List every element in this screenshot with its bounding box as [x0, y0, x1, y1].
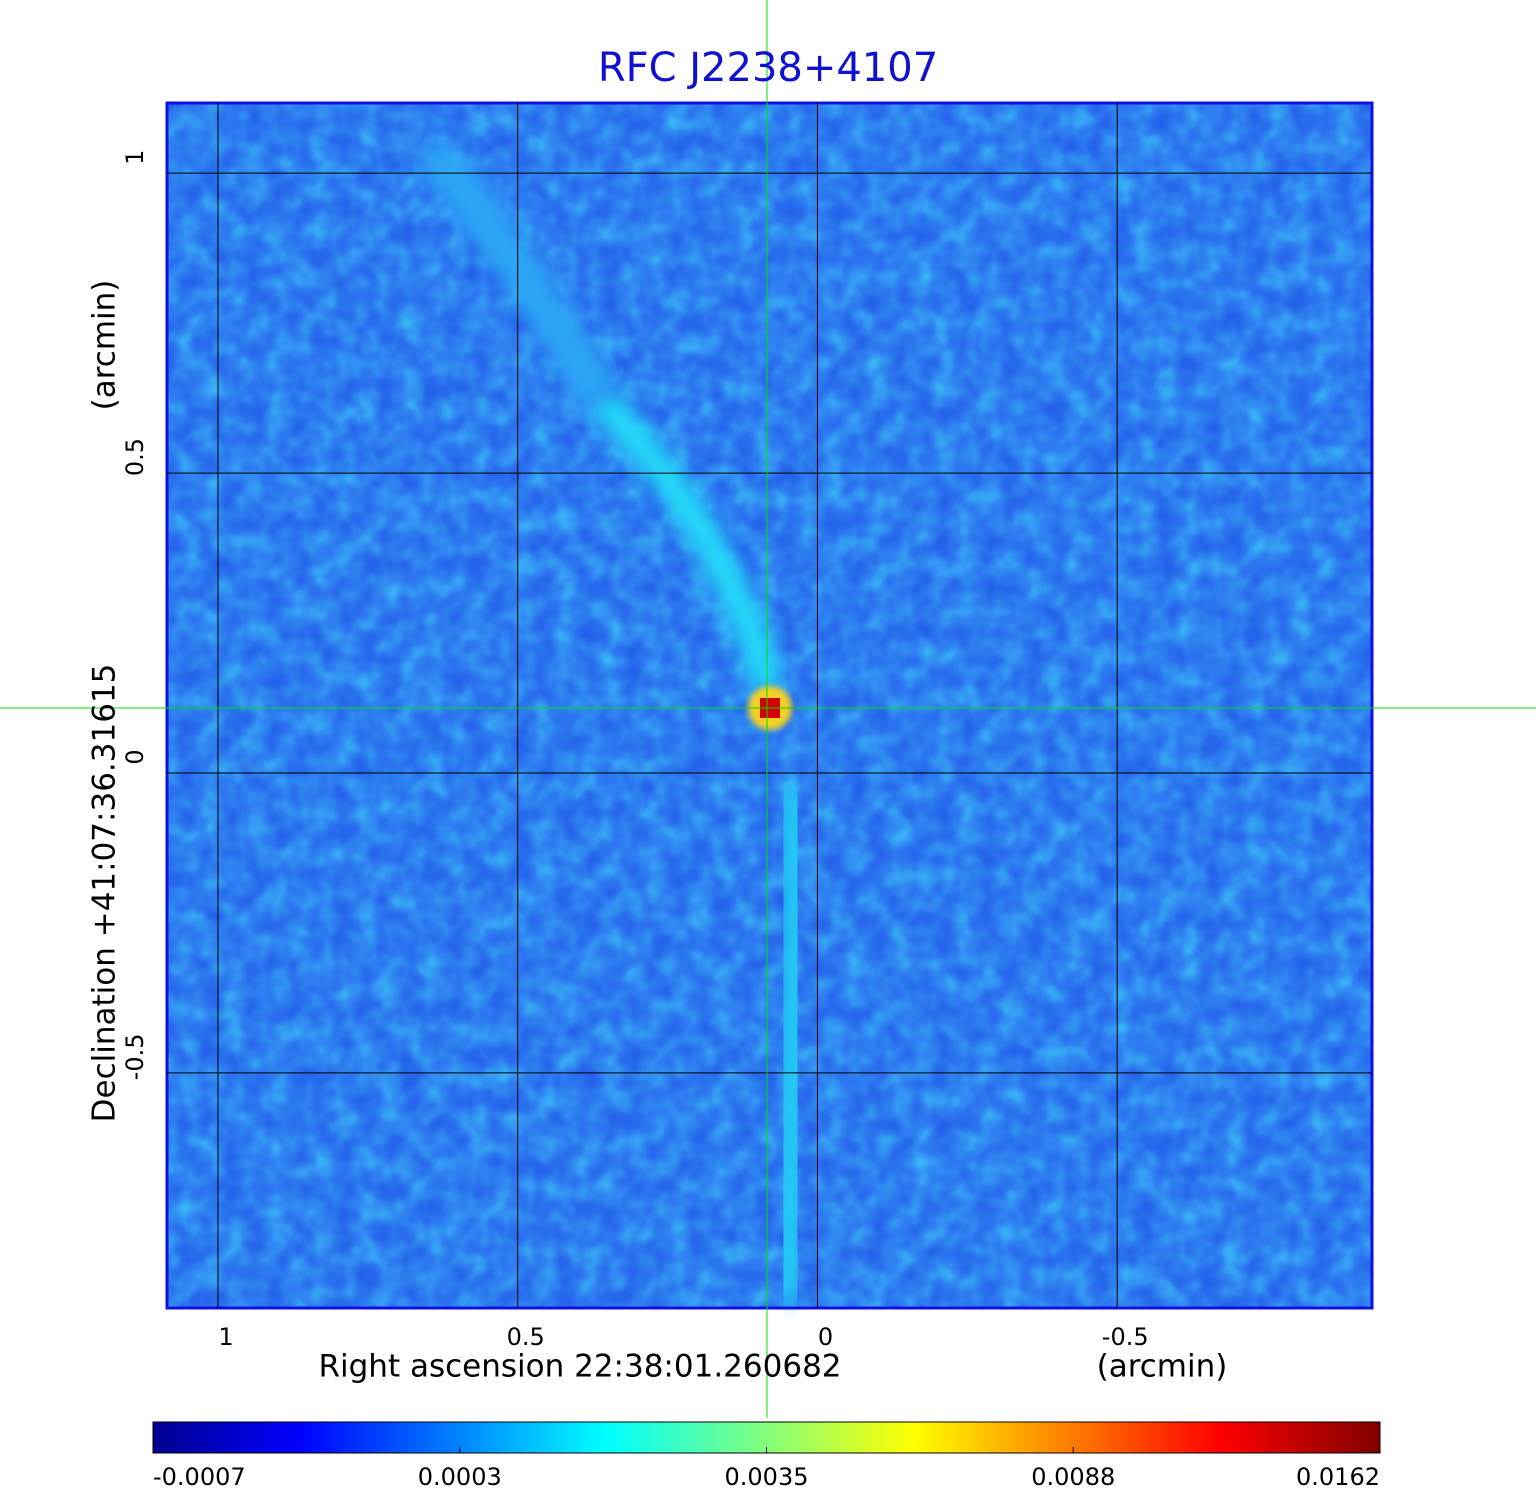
jet-feature: [588, 388, 786, 695]
y-tick-label: 1: [121, 150, 149, 165]
colorbar-tick-label: 0.0035: [725, 1463, 809, 1491]
y-tick-label: 0.5: [121, 438, 149, 476]
chart-title: RFC J2238+4107: [598, 45, 938, 91]
x-tick-label: 0: [818, 1323, 833, 1351]
colorbar-tick-label: 0.0088: [1031, 1463, 1115, 1491]
y-tick-label: -0.5: [121, 1033, 149, 1080]
x-tick-label: -0.5: [1102, 1323, 1149, 1351]
sky-image: [165, 101, 1374, 1310]
colorbar-tick-label: 0.0003: [418, 1463, 502, 1491]
x-axis-label: Right ascension 22:38:01.260682: [318, 1349, 841, 1385]
image-frame: [165, 101, 1374, 1310]
x-tick-label: 1: [218, 1323, 233, 1351]
y-tick-label: 0: [121, 749, 149, 764]
x-axis-unit: (arcmin): [1097, 1349, 1228, 1385]
y-axis-label: Declination +41:07:36.31615: [87, 664, 123, 1123]
x-tick-label: 0.5: [507, 1323, 545, 1351]
colorbar-tick-label: 0.0162: [1296, 1463, 1380, 1491]
jet-feature: [768, 789, 814, 1301]
y-axis-unit: (arcmin): [87, 280, 123, 411]
grid: [167, 103, 1372, 1308]
colorbar-tick-label: -0.0007: [153, 1463, 246, 1491]
